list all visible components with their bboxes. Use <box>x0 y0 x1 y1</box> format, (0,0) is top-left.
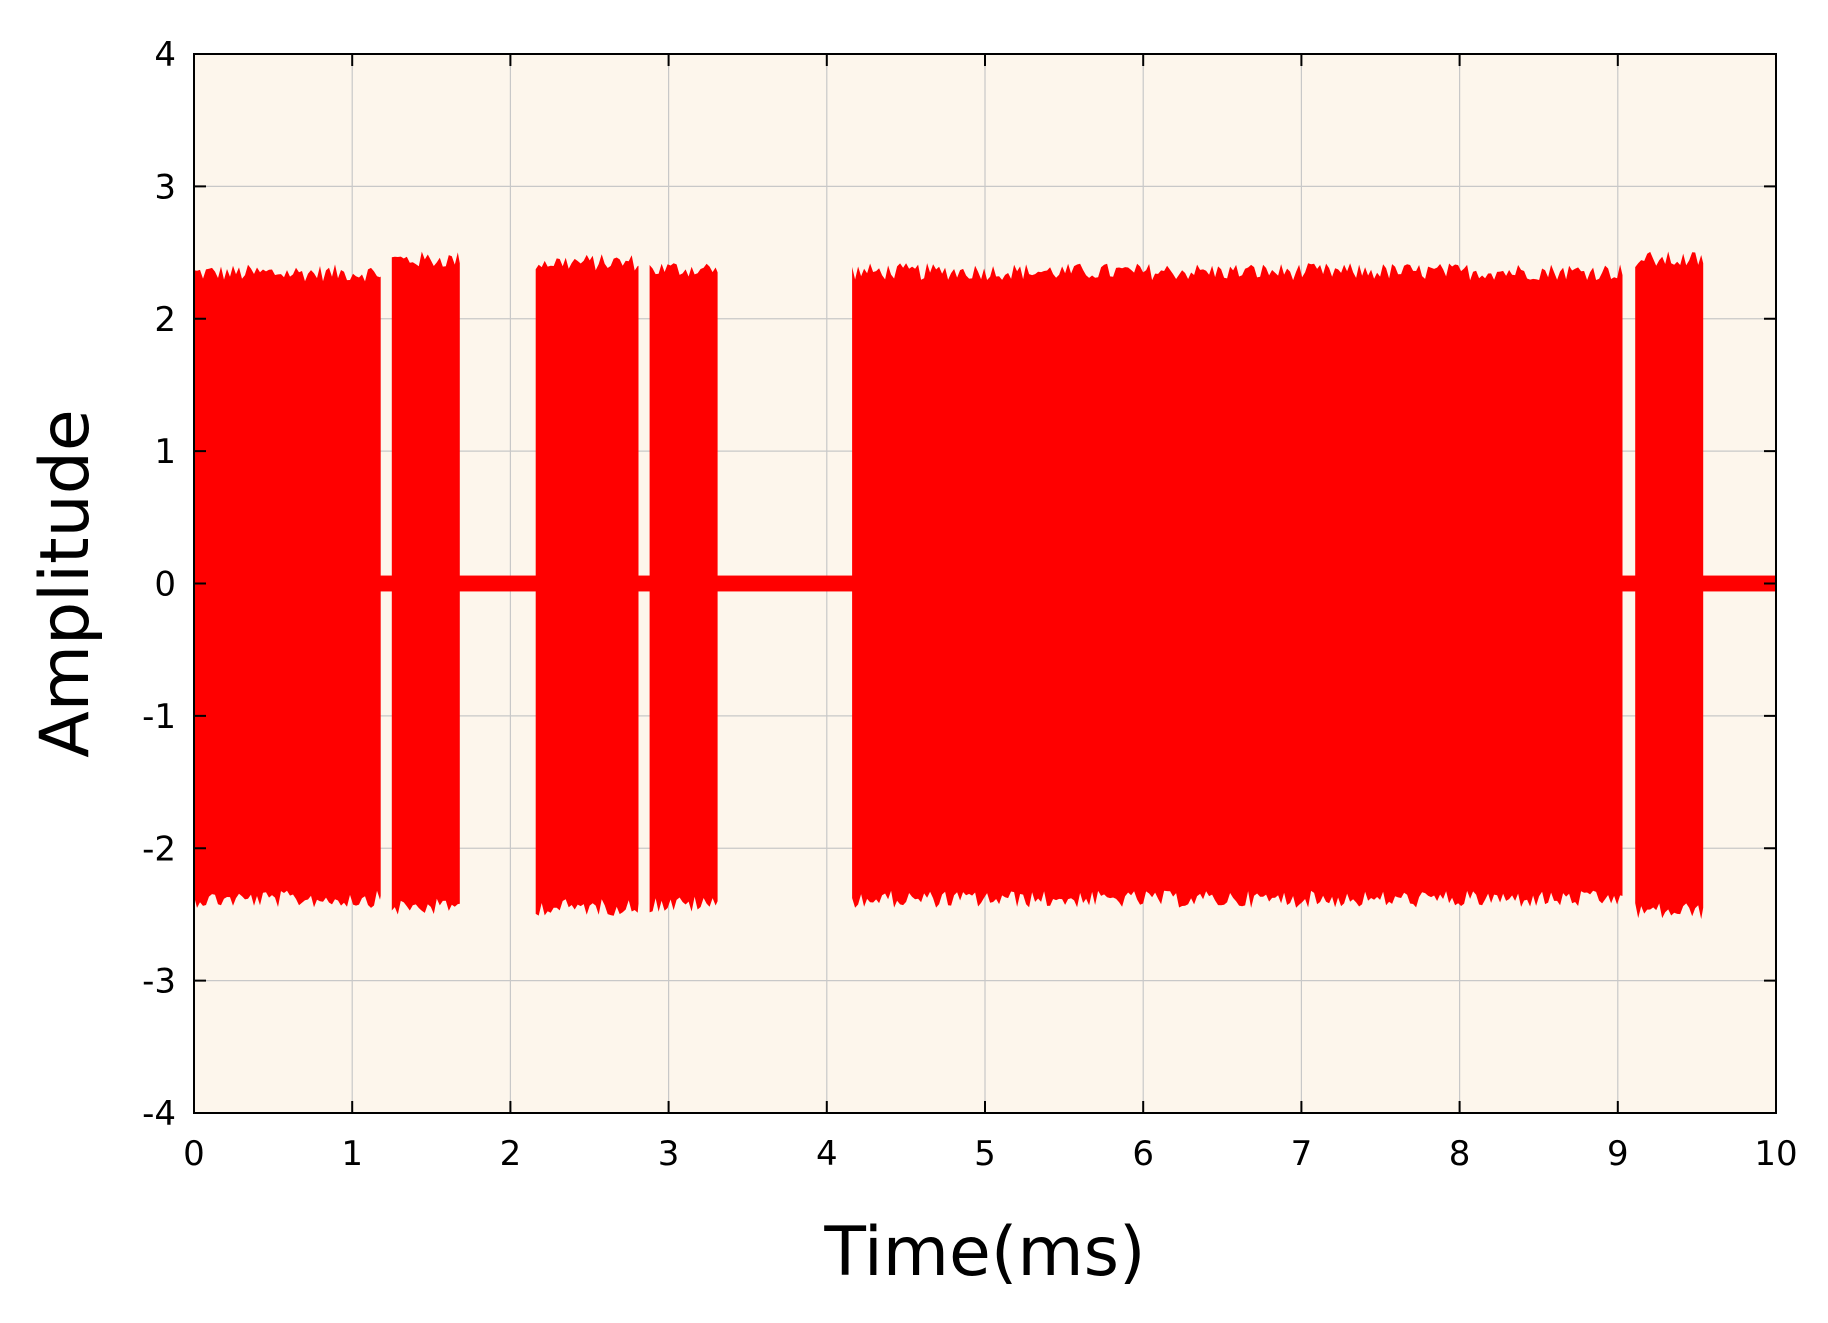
x-tick-label: 3 <box>658 1134 680 1174</box>
signal-burst-2 <box>391 251 460 915</box>
x-tick-label: 8 <box>1449 1134 1471 1174</box>
x-tick-label: 4 <box>816 1134 838 1174</box>
y-tick-label: 0 <box>154 565 176 605</box>
x-tick-label: 1 <box>341 1134 363 1174</box>
y-tick-label: 4 <box>154 35 176 75</box>
signal-series <box>194 251 1776 920</box>
signal-burst-6 <box>1635 251 1704 920</box>
y-tick-label: 1 <box>154 432 176 472</box>
y-tick-label: -1 <box>142 697 176 737</box>
x-tick-label: 6 <box>1132 1134 1154 1174</box>
y-tick-label: -4 <box>142 1094 176 1134</box>
axis-ticks: 0 1 2 3 4 5 6 7 8 9 10 -4 -3 -2 -1 0 1 2 3 4 <box>142 35 1798 1174</box>
y-tick-label: 3 <box>154 167 176 207</box>
signal-burst-1 <box>194 264 381 908</box>
signal-burst-4 <box>649 263 718 913</box>
x-tick-label: 0 <box>183 1134 205 1174</box>
y-tick-label: -3 <box>142 962 176 1002</box>
x-tick-label: 9 <box>1607 1134 1629 1174</box>
signal-burst-3 <box>535 254 639 916</box>
x-tick-label: 2 <box>500 1134 522 1174</box>
y-tick-label: 2 <box>154 300 176 340</box>
x-tick-label: 7 <box>1291 1134 1313 1174</box>
y-tick-label: -2 <box>142 829 176 869</box>
x-tick-label: 5 <box>974 1134 996 1174</box>
x-tick-label: 10 <box>1754 1134 1797 1174</box>
y-axis-title: Amplitude <box>26 409 105 757</box>
signal-burst-5 <box>852 263 1623 908</box>
x-axis-title: Time(ms) <box>823 1213 1145 1292</box>
